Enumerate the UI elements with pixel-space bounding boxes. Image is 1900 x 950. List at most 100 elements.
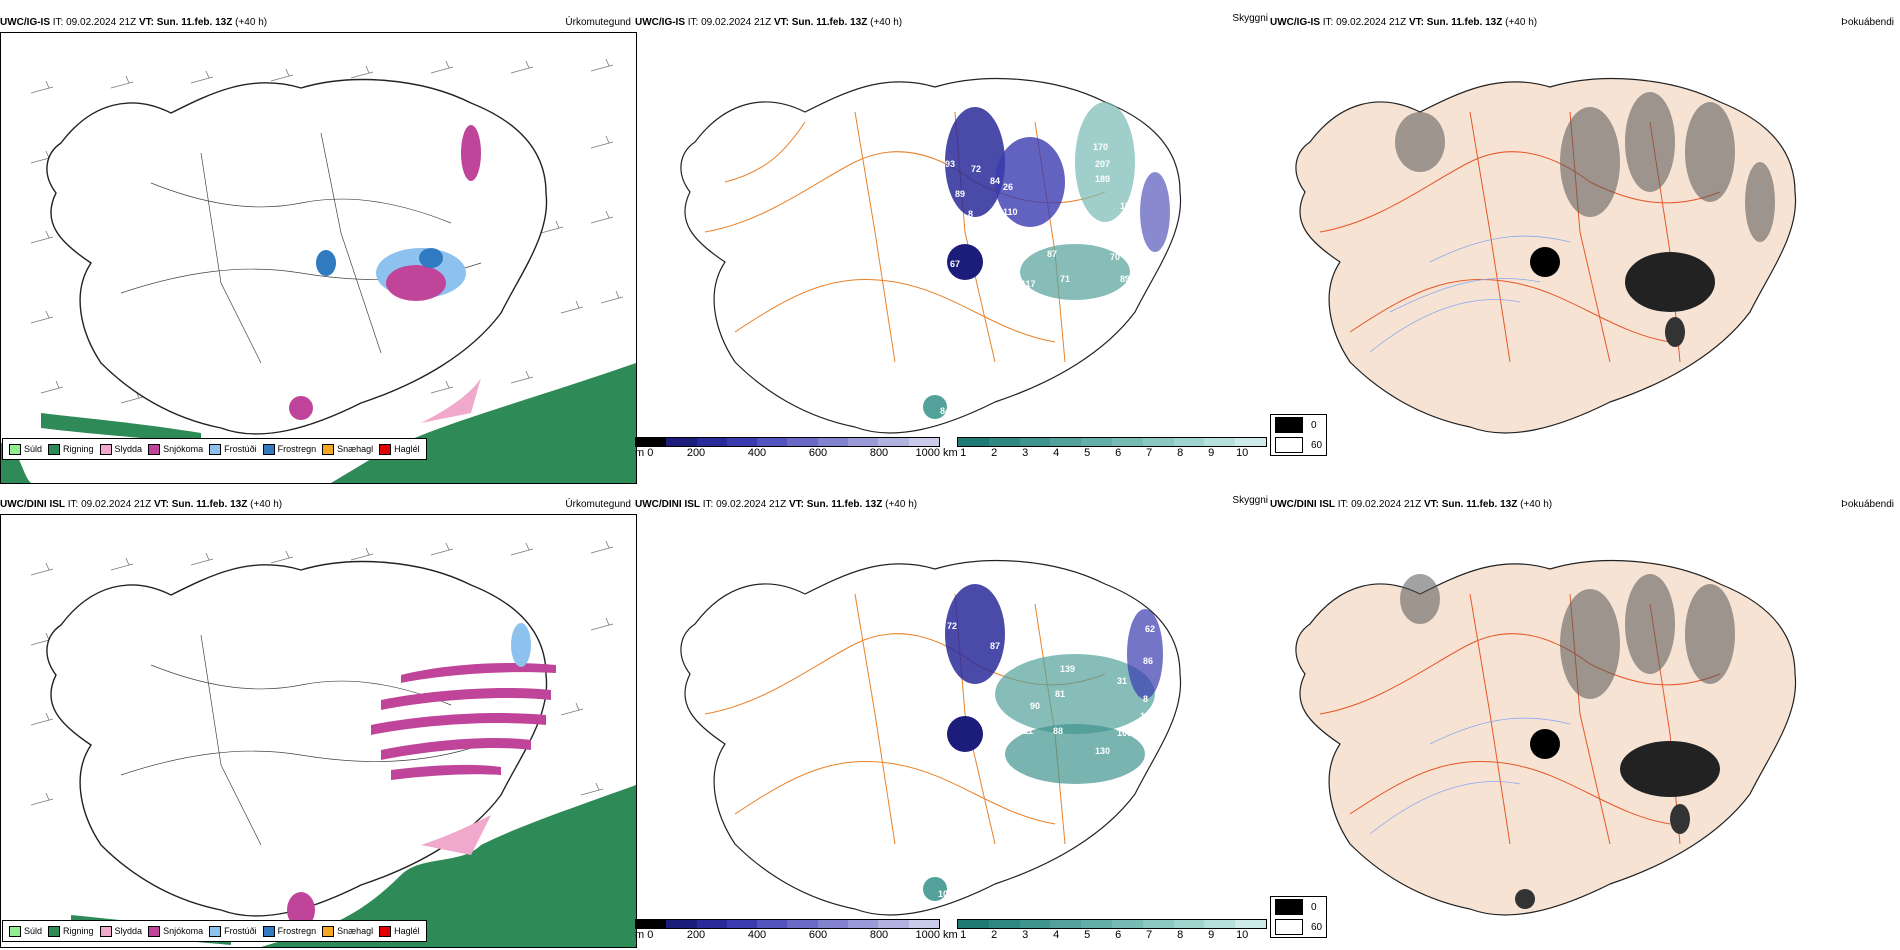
fog-map bbox=[1295, 559, 1797, 916]
lead-time: (+40 h) bbox=[870, 17, 903, 28]
legend-item: Slydda bbox=[99, 925, 142, 937]
tick: 0 bbox=[647, 929, 654, 941]
tick: 3 bbox=[1022, 929, 1029, 941]
vis-scale-m-ticks: m 0 200 400 600 800 1000 bbox=[635, 447, 940, 461]
tick: 200 bbox=[686, 929, 706, 941]
legend-label: Slydda bbox=[114, 444, 143, 454]
vis-label: 26 bbox=[1003, 182, 1013, 192]
vis-label: 70 bbox=[1110, 252, 1120, 262]
vt-label: VT: bbox=[1423, 499, 1439, 510]
vt-value: Sun. 11.feb. 13Z bbox=[156, 17, 233, 28]
it-label: IT: bbox=[702, 499, 714, 510]
legend-swatch bbox=[9, 443, 21, 455]
legend-swatch bbox=[322, 925, 335, 937]
legend-swatch bbox=[148, 925, 161, 937]
vis-scale-km: km 1 2 3 4 5 6 7 8 9 10 bbox=[943, 437, 1267, 461]
scale-unit: km bbox=[943, 929, 958, 941]
vt-label: VT: bbox=[138, 17, 154, 28]
tick: 4 bbox=[1053, 447, 1060, 459]
panel-title: Þokuábendi bbox=[1841, 499, 1894, 510]
vis-label: 130 bbox=[1095, 746, 1110, 756]
scale-unit: km bbox=[943, 447, 958, 459]
it-label: IT: bbox=[52, 17, 64, 28]
fog-legend: 0 60 bbox=[1270, 896, 1328, 938]
legend-swatch bbox=[99, 925, 112, 937]
legend-swatch bbox=[9, 925, 21, 937]
fog-legend-item: 60 bbox=[1271, 917, 1326, 937]
legend-label: Frostúði bbox=[224, 444, 257, 454]
vis-label: 59 bbox=[1067, 342, 1077, 352]
tick: 1 bbox=[960, 447, 967, 459]
fog-legend-value: 60 bbox=[1311, 439, 1323, 451]
vt-value: Sun. 11.feb. 13Z bbox=[171, 499, 248, 510]
visibility-panel-bottom: UWC/DINI ISL IT: 09.02.2024 21Z VT: Sun.… bbox=[635, 495, 1270, 948]
vis-scale-m-bar bbox=[635, 919, 940, 929]
tick: 6 bbox=[1115, 447, 1122, 459]
fog-panel-top: UWC/IG-IS IT: 09.02.2024 21Z VT: Sun. 11… bbox=[1270, 14, 1900, 466]
tick: 1000 bbox=[915, 929, 941, 941]
legend-swatch bbox=[209, 443, 222, 455]
tick: 2 bbox=[991, 929, 998, 941]
vis-label: 117 bbox=[1021, 279, 1036, 289]
vis-label: 84 bbox=[940, 406, 950, 416]
legend-item: Súld bbox=[9, 443, 43, 455]
vt-value: Sun. 11.feb. 13Z bbox=[1441, 499, 1518, 510]
visibility-map: 93 89 8 72 26 110 84 67 65 40 117 87 71 … bbox=[680, 77, 1182, 434]
panel-header: UWC/IG-IS IT: 09.02.2024 21Z VT: Sun. 11… bbox=[635, 14, 1270, 32]
tick: 800 bbox=[869, 447, 889, 459]
fog-legend-item: 0 bbox=[1271, 897, 1326, 917]
precip-panel-bottom: UWC/DINI ISL IT: 09.02.2024 21Z VT: Sun.… bbox=[0, 496, 637, 948]
legend-item: Súld bbox=[9, 925, 42, 937]
lead-time: (+40 h) bbox=[1520, 499, 1553, 510]
fog-legend: 0 60 bbox=[1270, 414, 1328, 456]
vis-scale-km-bar bbox=[957, 919, 1267, 929]
vis-label: 84 bbox=[990, 176, 1000, 186]
vis-label: 31 bbox=[1117, 676, 1127, 686]
tick: 6 bbox=[1115, 929, 1122, 941]
tick: 4 bbox=[1053, 929, 1060, 941]
legend-item: Slydda bbox=[99, 443, 143, 455]
legend-item: Frostúði bbox=[209, 925, 257, 937]
tick: 7 bbox=[1146, 929, 1153, 941]
it-value: 09.02.2024 21Z bbox=[1351, 499, 1422, 510]
vis-scale-km-ticks: km 1 2 3 4 5 6 7 8 9 10 bbox=[943, 929, 1267, 943]
vis-label: 40 bbox=[1067, 806, 1077, 816]
model-name: UWC/IG-IS bbox=[0, 17, 50, 28]
legend-swatch bbox=[262, 925, 275, 937]
vis-scale-m-bar bbox=[635, 437, 940, 447]
panel-title: Þokuábendi bbox=[1841, 17, 1894, 28]
fog-swatch bbox=[1275, 437, 1303, 453]
legend-label: Rigning bbox=[63, 926, 94, 936]
it-label: IT: bbox=[67, 499, 79, 510]
tick: 10 bbox=[1236, 447, 1249, 459]
tick: 8 bbox=[1177, 447, 1184, 459]
legend-swatch bbox=[99, 443, 112, 455]
legend-item: Haglél bbox=[379, 443, 420, 455]
vis-label: 87 bbox=[990, 641, 1000, 651]
legend-swatch bbox=[322, 443, 335, 455]
vis-label: 139 bbox=[1060, 664, 1075, 674]
tick: 9 bbox=[1208, 929, 1215, 941]
precip-panel-top: UWC/IG-IS IT: 09.02.2024 21Z VT: Sun. 11… bbox=[0, 14, 637, 484]
scale-unit: m bbox=[635, 447, 645, 459]
vis-label: 93 bbox=[945, 159, 955, 169]
legend-label: Frostúði bbox=[224, 926, 257, 936]
panel-header: UWC/DINI ISL IT: 09.02.2024 21Z VT: Sun.… bbox=[1270, 496, 1900, 514]
vt-label: VT: bbox=[153, 499, 169, 510]
legend-label: Snæhagl bbox=[337, 444, 374, 454]
tick: 9 bbox=[1208, 447, 1215, 459]
legend-label: Súld bbox=[24, 444, 43, 454]
visibility-panel-top: UWC/IG-IS IT: 09.02.2024 21Z VT: Sun. 11… bbox=[635, 13, 1270, 466]
legend-label: Snjókoma bbox=[163, 926, 204, 936]
vis-label: 110 bbox=[1003, 207, 1018, 217]
vis-label: 95 bbox=[1005, 661, 1015, 671]
fog-legend-value: 0 bbox=[1311, 419, 1317, 431]
panel-header: UWC/IG-IS IT: 09.02.2024 21Z VT: Sun. 11… bbox=[1270, 14, 1900, 32]
legend-label: Snæhagl bbox=[337, 926, 374, 936]
vis-label: 198 bbox=[980, 681, 995, 691]
vis-label: 72 bbox=[947, 621, 957, 631]
tick: 3 bbox=[1022, 447, 1029, 459]
model-name: UWC/IG-IS bbox=[635, 17, 685, 28]
model-name: UWC/DINI ISL bbox=[0, 499, 65, 510]
legend-swatch bbox=[379, 443, 392, 455]
